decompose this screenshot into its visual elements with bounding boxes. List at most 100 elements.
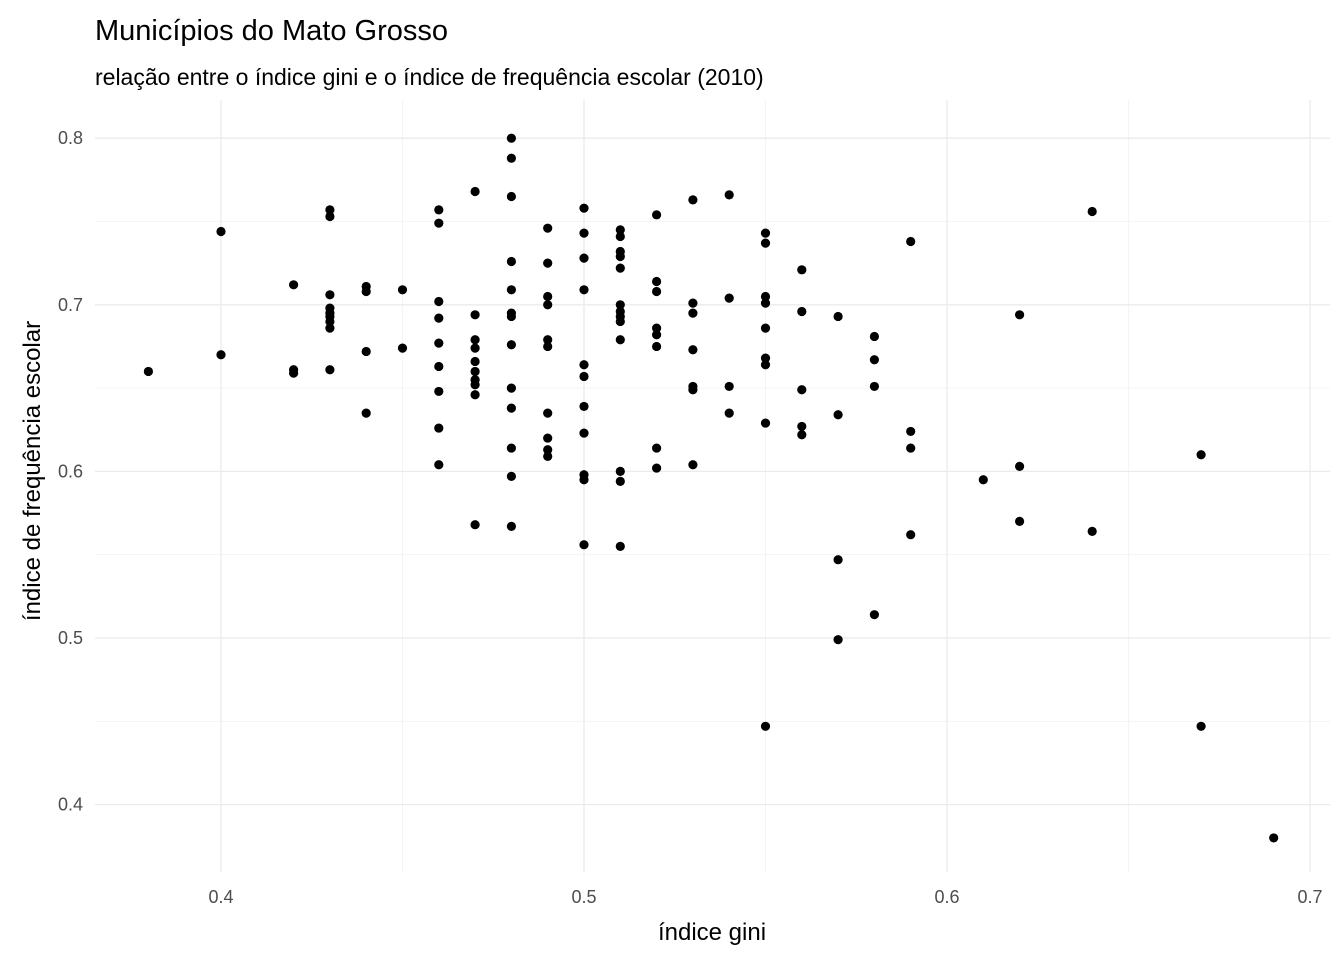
data-point [652,276,662,287]
data-point [1015,516,1025,526]
data-point [724,381,734,392]
data-point [906,426,916,437]
x-tick-label: 0.4 [208,887,233,907]
data-point [1015,461,1025,472]
y-tick-label: 0.8 [58,128,83,148]
data-point [579,540,589,550]
data-point [543,291,553,302]
data-point [688,460,698,470]
data-point [724,293,734,303]
data-point [760,238,771,248]
data-point [869,331,880,342]
data-point [361,408,371,418]
data-point [506,403,516,413]
data-point [869,381,880,392]
data-point [470,310,480,320]
grid [95,100,1330,872]
data-point [760,353,771,363]
data-point [615,541,625,551]
data-point [543,300,553,310]
data-point [361,346,371,357]
data-points [143,133,1279,843]
data-point [543,445,553,455]
tick-labels: 0.4 0.5 0.6 0.7 0.4 0.5 0.6 0.7 0.8 [58,128,1323,907]
data-point [434,218,444,228]
data-point [615,225,625,235]
data-point [470,366,480,377]
data-point [652,341,662,352]
data-point [470,356,480,367]
data-point [543,433,553,443]
data-point [797,430,807,440]
data-point [543,408,553,418]
data-point [652,443,662,453]
data-point [579,203,589,213]
data-point [325,211,335,222]
data-point [797,306,807,317]
data-point [434,361,444,372]
data-point [506,521,516,531]
y-tick-label: 0.6 [58,461,83,481]
data-point [906,530,916,540]
data-point [434,338,444,348]
data-point [216,226,226,237]
data-point [833,410,843,420]
data-point [506,153,516,163]
data-point [615,263,625,273]
data-point [652,330,662,340]
data-point [434,386,444,397]
data-point [652,210,662,220]
data-point [760,228,771,238]
data-point [325,205,335,215]
data-point [615,335,625,345]
data-point [833,555,843,565]
data-point [325,323,335,333]
data-point [325,290,335,300]
data-point [470,390,480,400]
data-point [143,366,153,377]
data-point [615,231,625,242]
data-point [615,316,625,327]
data-point [470,343,480,353]
data-point [579,253,589,263]
data-point [470,520,480,530]
data-point [434,313,444,323]
data-point [579,401,589,412]
data-point [506,285,516,295]
chart-subtitle: relação entre o índice gini e o índice d… [95,64,764,90]
y-tick-label: 0.7 [58,295,83,315]
data-point [579,285,589,295]
data-point [978,475,988,485]
data-point [543,451,553,462]
data-point [506,311,516,322]
data-point [1015,310,1025,320]
data-point [797,265,807,275]
data-point [289,368,299,378]
data-point [325,365,335,375]
data-point [760,418,771,428]
data-point [543,223,553,233]
x-tick-label: 0.6 [934,887,959,907]
data-point [506,471,516,481]
data-point [906,443,916,453]
data-point [760,298,771,308]
data-point [1196,721,1206,731]
data-point [506,383,516,393]
x-tick-label: 0.5 [571,887,596,907]
data-point [470,335,480,345]
data-point [615,466,625,476]
data-point [506,443,516,453]
data-point [325,316,335,327]
y-tick-label: 0.4 [58,795,83,815]
data-point [543,258,553,268]
data-point [216,350,226,360]
y-axis-title: índice de frequência escolar [19,321,46,621]
data-point [397,343,408,353]
data-point [289,280,299,290]
data-point [579,360,589,370]
y-tick-label: 0.5 [58,628,83,648]
data-point [1269,833,1279,843]
data-point [688,385,698,395]
data-point [906,236,916,247]
